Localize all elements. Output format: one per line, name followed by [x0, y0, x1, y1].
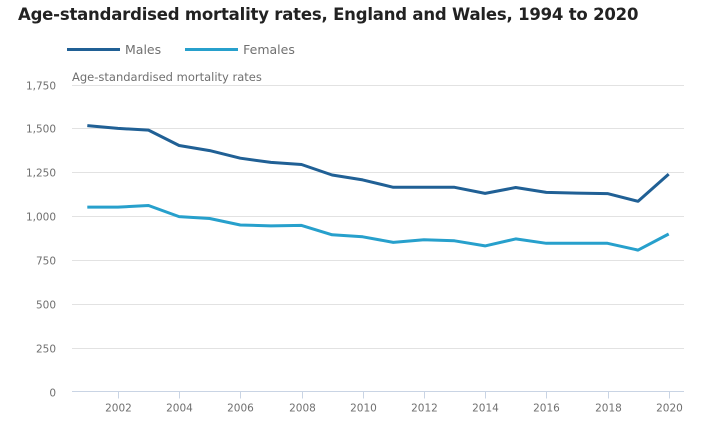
data-point-females-2007: [269, 224, 272, 227]
series-lines: [86, 124, 670, 252]
x-tick-label: 2010: [350, 403, 377, 415]
legend-swatch-females: [185, 48, 239, 51]
data-point-males-2016: [545, 191, 548, 194]
data-point-females-2005: [208, 217, 211, 220]
y-axis-title: Age-standardised mortality rates: [72, 70, 262, 84]
data-point-females-2012: [422, 238, 425, 241]
y-tick-label: 500: [36, 300, 56, 312]
x-tick-label: 2002: [105, 403, 132, 415]
data-point-females-2009: [331, 233, 334, 236]
data-point-females-2019: [637, 249, 640, 252]
series-line-females: [87, 204, 670, 252]
x-tick-label: 2016: [533, 403, 560, 415]
y-tick-label: 1,750: [26, 81, 56, 93]
data-point-males-2018: [606, 192, 609, 195]
data-point-males-2014: [484, 192, 487, 195]
x-tick-label: 2018: [595, 403, 622, 415]
data-point-females-2003: [147, 204, 150, 207]
data-point-females-2008: [300, 224, 303, 227]
x-tick-label: 2006: [227, 403, 254, 415]
data-point-males-2004: [178, 144, 181, 147]
y-tick-label: 1,000: [26, 212, 56, 224]
data-point-females-2020: [667, 233, 670, 236]
data-point-males-2001: [86, 124, 89, 127]
legend-label-females: Females: [243, 42, 295, 57]
y-tick-label: 0: [49, 388, 56, 400]
data-point-males-2012: [422, 186, 425, 189]
series-line-males: [87, 124, 670, 203]
data-point-males-2017: [575, 192, 578, 195]
y-axis-ticks: 0 250 500 750 1,000 1,250 1,500 1,750: [26, 81, 56, 400]
data-point-males-2013: [453, 186, 456, 189]
gridlines: [72, 85, 684, 349]
data-point-females-2017: [575, 242, 578, 245]
data-point-females-2014: [484, 244, 487, 247]
data-point-males-2006: [239, 157, 242, 160]
data-point-females-2004: [178, 215, 181, 218]
data-point-males-2007: [269, 161, 272, 164]
legend: Males Females: [67, 42, 319, 57]
x-tick-label: 2008: [289, 403, 316, 415]
x-axis: 2002 2004 2006 2008 2010 2012 2014 2016 2018 2020: [72, 391, 684, 415]
y-tick-label: 250: [36, 344, 56, 356]
data-point-females-2010: [361, 235, 364, 238]
data-point-males-2015: [514, 186, 517, 189]
y-tick-label: 1,250: [26, 168, 56, 180]
y-tick-label: 750: [36, 256, 56, 268]
data-point-males-2005: [208, 149, 211, 152]
data-point-males-2010: [361, 178, 364, 181]
legend-item-females: Females: [185, 42, 295, 57]
data-point-males-2019: [637, 200, 640, 203]
data-point-females-2015: [514, 237, 517, 240]
data-point-males-2011: [392, 186, 395, 189]
data-point-females-2001: [86, 206, 89, 209]
x-tick-label: 2020: [656, 403, 683, 415]
data-point-females-2016: [545, 242, 548, 245]
legend-item-males: Males: [67, 42, 161, 57]
x-tick-label: 2004: [166, 403, 193, 415]
legend-label-males: Males: [125, 42, 162, 57]
data-point-males-2020: [667, 173, 670, 176]
data-point-males-2002: [116, 127, 119, 130]
data-point-males-2003: [147, 129, 150, 132]
data-point-females-2006: [239, 224, 242, 227]
x-tick-label: 2012: [411, 403, 438, 415]
data-point-females-2002: [116, 206, 119, 209]
y-tick-label: 1,500: [26, 124, 56, 136]
chart-title: Age-standardised mortality rates, Englan…: [18, 5, 639, 24]
data-point-females-2011: [392, 241, 395, 244]
x-tick-label: 2014: [472, 403, 499, 415]
data-point-males-2009: [331, 174, 334, 177]
data-point-females-2013: [453, 239, 456, 242]
legend-swatch-males: [67, 48, 120, 51]
data-point-females-2018: [606, 242, 609, 245]
data-point-males-2008: [300, 163, 303, 166]
